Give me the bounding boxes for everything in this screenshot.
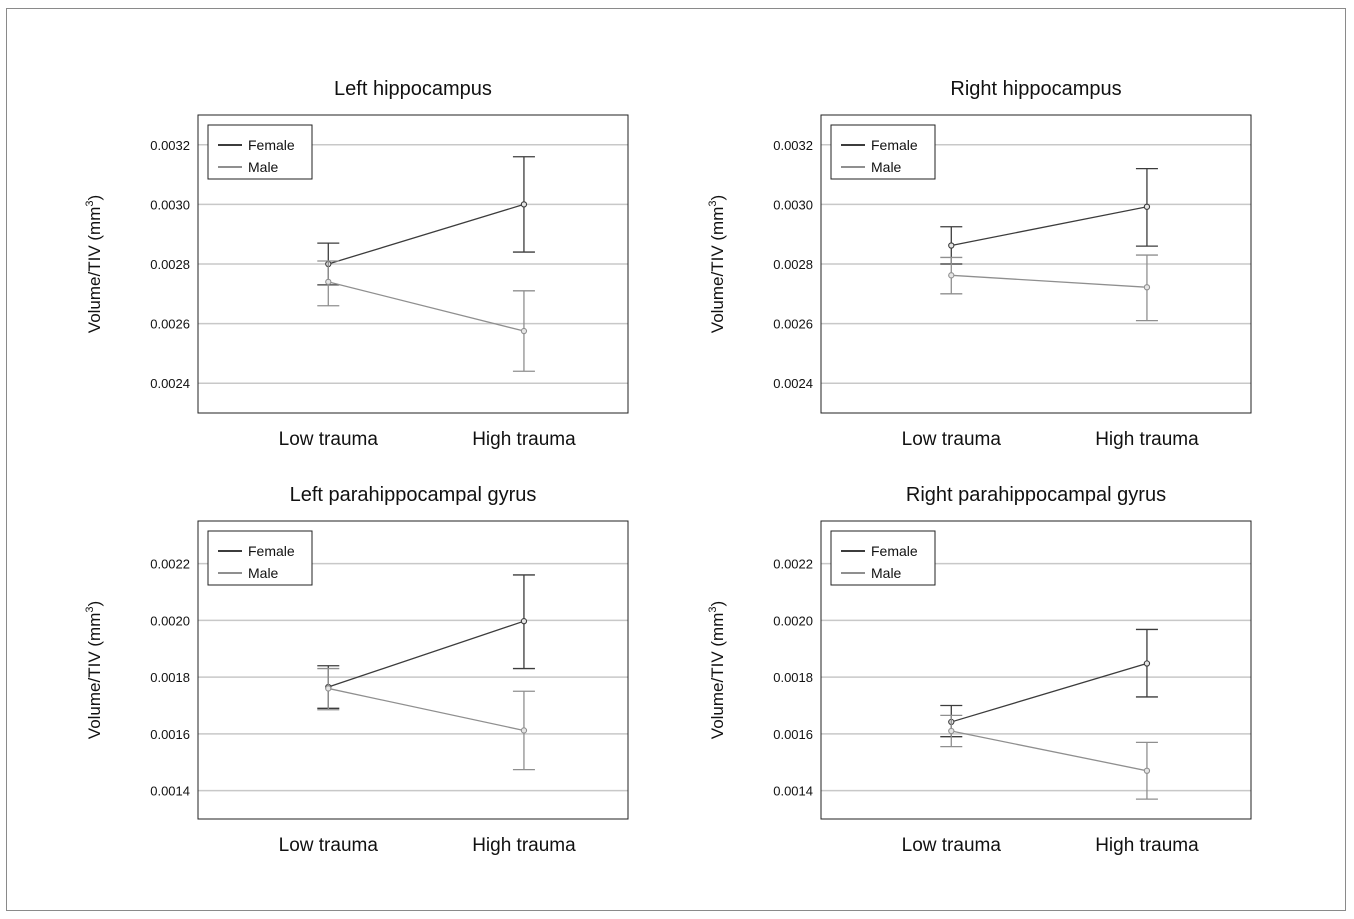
chart-panel-3: Left parahippocampal gyrus 0.0014 0.0016 0.…	[84, 484, 629, 856]
plot-frame	[197, 114, 629, 414]
y-axis-label-close: )	[708, 601, 727, 607]
y-axis-label: Volume/TIV (mm3)	[707, 195, 727, 333]
data-point	[520, 327, 528, 335]
y-tick-label: 0.0024	[773, 376, 813, 391]
series-line-male	[328, 687, 525, 732]
legend: Female Male	[830, 124, 936, 180]
legend-box	[207, 530, 313, 586]
series-line-female	[328, 620, 525, 688]
legend-label-female: Female	[248, 137, 295, 153]
legend-label-male: Male	[871, 565, 902, 581]
y-axis-label-text: Volume/TIV (mm	[85, 207, 104, 334]
data-point	[948, 242, 955, 249]
legend-label-male: Male	[871, 159, 902, 175]
chart-svg: Left hippocampus 0.0024 0.0026 0.0028 0.0030…	[84, 78, 1252, 856]
y-axis-label: Volume/TIV (mm3)	[84, 601, 104, 739]
y-tick-label: 0.0028	[150, 257, 190, 272]
series-line-female	[328, 203, 525, 265]
y-axis-label-superscript: 3	[707, 200, 719, 206]
y-tick-label: 0.0020	[773, 613, 813, 628]
plot-frame	[197, 520, 629, 820]
legend-label-male: Male	[248, 565, 279, 581]
x-category-label: Low trauma	[279, 429, 379, 450]
legend-label-female: Female	[871, 137, 918, 153]
y-tick-label: 0.0028	[773, 257, 813, 272]
legend-box	[830, 530, 936, 586]
y-tick-label: 0.0032	[773, 138, 813, 153]
plot-frame	[820, 114, 1252, 414]
data-point	[520, 727, 528, 734]
legend-box	[207, 124, 313, 180]
series-line-female	[951, 662, 1148, 723]
y-axis-label-text: Volume/TIV (mm	[85, 613, 104, 740]
data-point	[1143, 203, 1151, 210]
series-line-male	[951, 274, 1147, 288]
x-category-label: High trauma	[472, 429, 576, 450]
data-point	[325, 278, 332, 286]
legend-label-female: Female	[248, 543, 295, 559]
y-axis-label-text: Volume/TIV (mm	[708, 207, 727, 334]
chart-title: Right hippocampus	[950, 78, 1121, 100]
data-point	[520, 618, 528, 625]
legend-label-male: Male	[248, 159, 279, 175]
legend: Female Male	[830, 530, 936, 586]
chart-title: Left hippocampus	[334, 78, 492, 100]
legend: Female Male	[207, 124, 313, 180]
y-axis-label-close: )	[85, 601, 104, 607]
y-tick-label: 0.0022	[773, 557, 813, 572]
figure: Left hippocampus 0.0024 0.0026 0.0028 0.0030…	[6, 8, 1346, 911]
y-tick-label: 0.0030	[150, 197, 190, 212]
data-point	[948, 727, 955, 735]
chart-title: Right parahippocampal gyrus	[906, 484, 1166, 506]
data-point	[1143, 660, 1151, 667]
chart-panel-4: Right parahippocampal gyrus 0.0014 0.0016 0…	[707, 484, 1252, 856]
series-line-female	[951, 206, 1148, 247]
y-tick-label: 0.0030	[773, 197, 813, 212]
legend-box	[830, 124, 936, 180]
y-tick-label: 0.0014	[150, 784, 190, 799]
y-axis-label-close: )	[85, 195, 104, 201]
y-axis-label-superscript: 3	[84, 200, 96, 206]
y-tick-label: 0.0018	[150, 670, 190, 685]
data-point	[1143, 767, 1151, 774]
y-tick-label: 0.0032	[150, 138, 190, 153]
legend: Female Male	[207, 530, 313, 586]
y-axis-label-superscript: 3	[84, 606, 96, 612]
x-category-label: Low trauma	[902, 429, 1002, 450]
plot-frame	[820, 520, 1252, 820]
y-axis-label: Volume/TIV (mm3)	[84, 195, 104, 333]
x-category-label: High trauma	[1095, 429, 1199, 450]
y-tick-label: 0.0016	[150, 727, 190, 742]
y-axis-label-superscript: 3	[707, 606, 719, 612]
x-category-label: High trauma	[1095, 835, 1199, 856]
chart-panel-2: Right hippocampus 0.0024 0.0026 0.0028 0.003…	[707, 78, 1252, 450]
y-tick-label: 0.0020	[150, 613, 190, 628]
series-line-male	[328, 281, 525, 332]
data-point	[520, 201, 528, 208]
y-tick-label: 0.0018	[773, 670, 813, 685]
x-category-label: Low trauma	[902, 835, 1002, 856]
y-tick-label: 0.0014	[773, 784, 813, 799]
data-point	[948, 272, 955, 279]
y-tick-label: 0.0024	[150, 376, 190, 391]
series-line-male	[951, 730, 1148, 772]
legend-label-female: Female	[871, 543, 918, 559]
data-point	[325, 685, 332, 692]
y-tick-label: 0.0026	[773, 317, 813, 332]
x-category-label: Low trauma	[279, 835, 379, 856]
y-axis-label-close: )	[708, 195, 727, 201]
y-tick-label: 0.0026	[150, 317, 190, 332]
y-tick-label: 0.0016	[773, 727, 813, 742]
data-point	[1143, 284, 1151, 291]
y-tick-label: 0.0022	[150, 557, 190, 572]
x-category-label: High trauma	[472, 835, 576, 856]
y-axis-label-text: Volume/TIV (mm	[708, 613, 727, 740]
y-axis-label: Volume/TIV (mm3)	[707, 601, 727, 739]
chart-title: Left parahippocampal gyrus	[290, 484, 537, 506]
chart-panel-1: Left hippocampus 0.0024 0.0026 0.0028 0.0030…	[84, 78, 629, 450]
